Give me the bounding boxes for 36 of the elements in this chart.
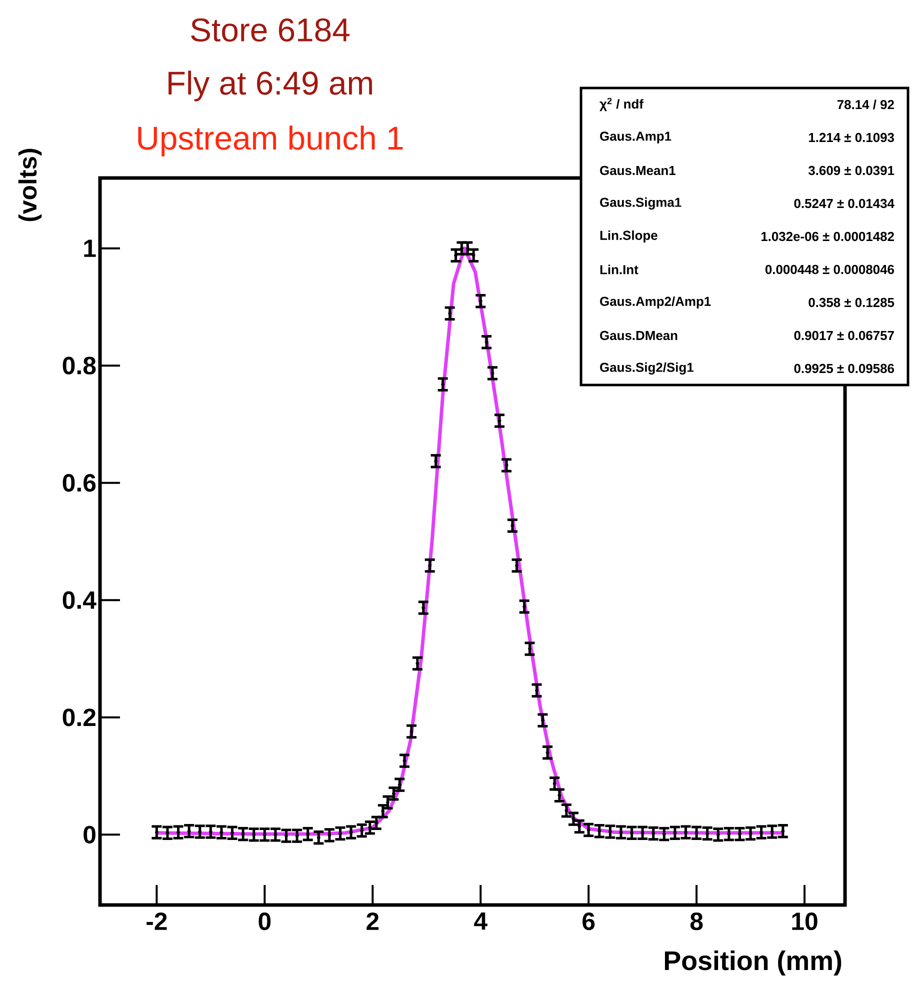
text: Upstream bunch 1 [138,126,403,156]
text: χ$^{2}$ / ndf [600,98,644,112]
x-tick-label: 8 [690,912,703,930]
annotation: 0.9017 ± 0.06757 [794,330,894,340]
annotation: Gaus.Sig2/Sig1 [600,362,694,375]
annotation: 0.9925 ± 0.09586 [794,364,894,374]
annotation: Lin.Int [600,264,638,274]
y-tick-label: 1 [84,240,96,257]
y-tick-label: 0.8 [62,356,96,374]
text: 78.14 / 92 [837,100,894,110]
annotation: 0.5247 ± 0.01434 [794,198,894,208]
x-axis-title: Position (mm) [664,950,842,976]
annotation: 0.358 ± 0.1285 [808,298,894,308]
x-tick-label: 4 [474,912,488,930]
annotation: Gaus.DMean [600,330,678,340]
annotation: 0.000448 ± 0.0008046 [765,264,894,274]
annotation: Gaus.Amp2/Amp1 [600,296,711,309]
x-tick-label: 2 [366,912,379,930]
x-tick-label: 0 [258,912,271,930]
text: Gaus.Mean1 [600,166,676,176]
x-tick-label: 10 [792,912,818,930]
annotation: Gaus.Sigma1 [600,197,682,210]
text: Gaus.Amp1 [600,132,672,144]
x-tick-label: -2 [146,912,167,930]
annotation: Lin.Slope [600,230,658,243]
y-axis-title: (volts) [18,148,42,222]
annotation: 1.032e-06 ± 0.0001482 [761,232,894,242]
y-tick-label: 0 [84,826,96,844]
text: 3.609 ± 0.0391 [808,166,894,176]
y-tick-label: 0.6 [62,474,96,492]
y-tick-label: 0.2 [62,708,96,726]
chart-subtitle: Fly at 6:49 am [168,70,372,102]
text: 1.214 ± 0.1093 [808,132,894,142]
y-tick-label: 0.4 [62,591,96,609]
chart-title: Store 6184 [191,18,350,42]
x-tick-label: 6 [582,912,595,930]
